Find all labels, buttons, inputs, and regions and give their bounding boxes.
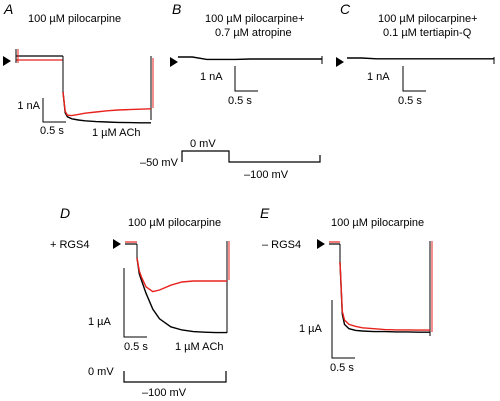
voltage-protocol-bottom: 0 mV –100 mV: [88, 366, 227, 399]
panel-a-trace-label: 1 µM ACh: [92, 127, 141, 139]
panel-c-scale-x-label: 0.5 s: [398, 95, 422, 107]
panel-b-traces: [178, 56, 322, 61]
panel-e: E 100 µM pilocarpine – RGS4 1 µA 0.5 s: [260, 205, 433, 374]
panel-e-traces: [339, 261, 430, 333]
protocol-bottom-level-holding: 0 mV: [88, 366, 114, 378]
protocol-top-level-test: –100 mV: [244, 169, 289, 181]
panel-d-traces: [136, 257, 227, 334]
panel-d-scale-y-label: 1 µA: [88, 316, 112, 328]
panel-d-scale-bar: [123, 268, 147, 338]
panel-d-title: 100 µM pilocarpine: [128, 217, 221, 229]
panel-d-trace-black: [136, 257, 227, 334]
panel-c-scale-y-label: 1 nA: [367, 71, 390, 83]
panel-d-holding-arrow-icon: [113, 239, 121, 249]
protocol-top-level-holding: –50 mV: [140, 157, 179, 169]
panel-a: A 100 µM pilocarpine 1 nA 0.5 s 1 µM ACh: [3, 1, 154, 139]
panel-b-trace-black: [178, 56, 322, 61]
panel-d-trace-label: 1 µM ACh: [175, 341, 224, 353]
panel-c-holding-arrow-icon: [336, 57, 344, 67]
protocol-top-level-step: 0 mV: [190, 138, 216, 150]
panel-b-title-line1: 100 µM pilocarpine+: [205, 13, 305, 25]
panel-d-scale-x-label: 0.5 s: [124, 341, 148, 353]
panel-e-trace-red: [339, 261, 430, 331]
panel-d-trace-red: [136, 257, 227, 293]
panel-e-rgs4-marker: – RGS4: [262, 239, 301, 251]
panel-e-trace-black: [339, 261, 430, 333]
panel-e-scale-y-label: 1 µA: [299, 323, 323, 335]
panel-a-title: 100 µM pilocarpine: [28, 13, 121, 25]
protocol-bottom-trace: [123, 371, 227, 383]
panel-a-scale-x-label: 0.5 s: [40, 125, 64, 137]
panel-b-scale-y-label: 1 nA: [200, 71, 223, 83]
panel-d: D 100 µM pilocarpine + RGS4 1 µA 0.5 s 1…: [50, 205, 230, 353]
panel-a-traces: [62, 91, 152, 124]
panel-a-trace-red: [62, 91, 152, 117]
panel-c-title-line1: 100 µM pilocarpine+: [378, 13, 478, 25]
panel-c-scale-bar: [402, 66, 426, 92]
panel-a-scale-y-label: 1 nA: [17, 100, 40, 112]
panel-b-scale-bar: [234, 66, 258, 92]
panel-c-title-line2: 0.1 µM tertiapin-Q: [383, 27, 472, 39]
protocol-top-trace: [181, 150, 321, 163]
panel-e-title: 100 µM pilocarpine: [331, 217, 424, 229]
panel-b-letter: B: [172, 1, 181, 17]
panel-d-rgs4-marker: + RGS4: [50, 239, 89, 251]
protocol-bottom-level-test: –100 mV: [142, 387, 187, 399]
panel-c-traces: [347, 57, 494, 60]
panel-c-letter: C: [340, 1, 351, 17]
panel-c-trace-black: [347, 57, 494, 60]
panel-b-scale-x-label: 0.5 s: [228, 95, 252, 107]
panel-e-letter: E: [260, 205, 270, 221]
holding-marker-arrow-icon: [3, 56, 11, 66]
voltage-protocol-top: –50 mV 0 mV –100 mV: [140, 138, 321, 181]
panel-c: C 100 µM pilocarpine+ 0.1 µM tertiapin-Q…: [336, 1, 495, 107]
panel-d-letter: D: [60, 205, 70, 221]
panel-b-holding-arrow-icon: [170, 57, 178, 67]
panel-e-scale-x-label: 0.5 s: [330, 362, 354, 374]
panel-a-trace-black: [62, 91, 151, 124]
panel-a-scale-bar: [42, 98, 66, 123]
panel-b: B 100 µM pilocarpine+ 0.7 µM atropine 1 …: [170, 1, 323, 107]
panel-e-holding-arrow-icon: [317, 239, 325, 249]
panel-a-letter: A: [3, 1, 13, 17]
panel-b-title-line2: 0.7 µM atropine: [215, 27, 292, 39]
panel-e-scale-bar: [331, 300, 355, 359]
